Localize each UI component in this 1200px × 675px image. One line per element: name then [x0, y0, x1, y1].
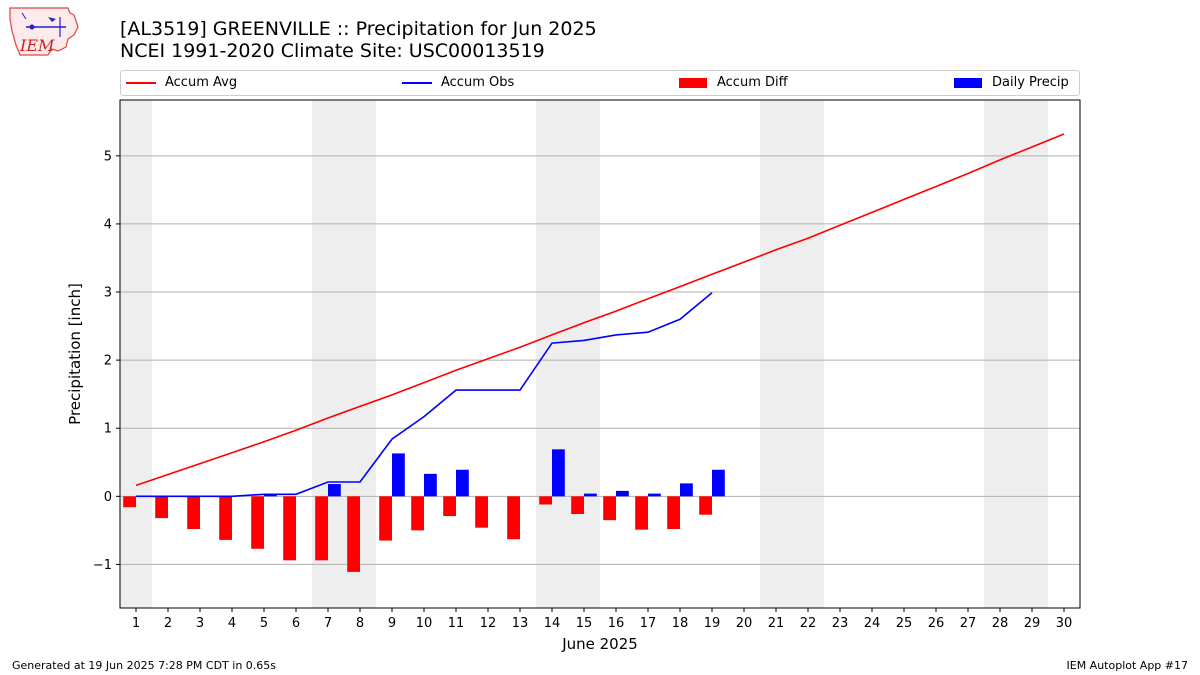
accum-diff-bar: [187, 496, 200, 530]
legend-item-daily-precip: Daily Precip: [954, 74, 1069, 92]
x-tick-label: 4: [228, 616, 236, 631]
x-tick-label: 13: [512, 616, 529, 631]
y-tick-label: 1: [104, 422, 112, 437]
daily-precip-bar: [712, 469, 725, 497]
plot-frame: [119, 99, 1081, 609]
daily-precip-bar: [424, 473, 437, 497]
accum-diff-bar: [475, 496, 488, 528]
y-tick-label: −1: [93, 558, 112, 573]
x-tick-label: 5: [260, 616, 268, 631]
accum-diff-bar: [699, 496, 712, 515]
daily-precip-bar: [552, 449, 565, 497]
x-tick-label: 29: [1024, 616, 1041, 631]
chart-subtitle: NCEI 1991-2020 Climate Site: USC00013519: [120, 40, 545, 62]
accum-diff-bar: [507, 496, 520, 540]
legend-swatch-accum-avg: [126, 81, 156, 84]
x-tick-label: 17: [640, 616, 657, 631]
legend: Accum Avg Accum Obs Accum Diff Daily Pre…: [120, 70, 1080, 96]
x-tick-label: 3: [196, 616, 204, 631]
legend-item-accum-avg: Accum Avg: [126, 74, 237, 92]
daily-precip-bar: [616, 490, 629, 497]
x-tick-label: 1: [132, 616, 140, 631]
accum-obs-line: [136, 292, 713, 498]
chart-title: [AL3519] GREENVILLE :: Precipitation for…: [120, 18, 597, 40]
legend-item-accum-obs: Accum Obs: [402, 74, 514, 92]
x-tick-label: 25: [896, 616, 913, 631]
legend-label-daily-precip: Daily Precip: [992, 75, 1069, 90]
daily-precip-bar: [392, 453, 405, 497]
daily-precip-bar: [648, 493, 661, 497]
y-tick-label: 5: [104, 149, 112, 164]
daily-precip-bar: [456, 469, 469, 497]
x-tick-label: 11: [448, 616, 465, 631]
x-tick-label: 16: [608, 616, 625, 631]
x-tick-label: 14: [544, 616, 561, 631]
accum-diff-bar: [251, 496, 264, 549]
legend-item-accum-diff: Accum Diff: [679, 74, 788, 92]
legend-label-accum-obs: Accum Obs: [441, 75, 515, 90]
footer-app-text: IEM Autoplot App #17: [1066, 659, 1189, 672]
daily-precip-bar: [680, 483, 693, 497]
accum-diff-bar: [219, 496, 232, 540]
y-tick-label: 4: [104, 217, 112, 232]
x-tick-label: 22: [800, 616, 817, 631]
iem-logo: IEM: [9, 7, 79, 56]
legend-swatch-accum-obs: [402, 81, 432, 84]
y-tick-label: 2: [104, 354, 112, 369]
accum-diff-bar: [443, 496, 456, 517]
logo-text: IEM: [19, 36, 55, 55]
accum-diff-bar: [571, 496, 584, 515]
accum-diff-bar: [411, 496, 424, 531]
x-tick-label: 2: [164, 616, 172, 631]
accum-diff-bar: [283, 496, 296, 561]
x-tick-label: 6: [292, 616, 300, 631]
x-tick-label: 23: [832, 616, 849, 631]
accum-diff-bar: [315, 496, 328, 561]
x-tick-label: 27: [960, 616, 977, 631]
accum-diff-bar: [603, 496, 616, 521]
weekend-band: [760, 100, 824, 608]
legend-label-accum-diff: Accum Diff: [717, 75, 788, 90]
accum-diff-bar: [667, 496, 680, 530]
x-tick-label: 20: [736, 616, 753, 631]
legend-swatch-daily-precip: [954, 77, 982, 88]
daily-precip-bar: [584, 493, 597, 497]
x-tick-label: 30: [1056, 616, 1073, 631]
daily-precip-bar: [264, 494, 277, 497]
y-axis-label: Precipitation [inch]: [66, 283, 84, 425]
accum-diff-bar: [539, 496, 552, 505]
accum-diff-bar: [155, 496, 168, 519]
x-tick-label: 7: [324, 616, 332, 631]
x-axis-label: June 2025: [561, 635, 638, 653]
weekend-band: [984, 100, 1048, 608]
x-tick-label: 10: [416, 616, 433, 631]
x-tick-label: 19: [704, 616, 721, 631]
y-tick-label: 0: [104, 490, 112, 505]
weekend-band: [536, 100, 600, 608]
footer-generated-text: Generated at 19 Jun 2025 7:28 PM CDT in …: [12, 659, 277, 672]
accum-diff-bar: [347, 496, 360, 572]
x-tick-label: 15: [576, 616, 593, 631]
y-tick-label: 3: [104, 286, 112, 301]
weekend-band: [120, 100, 152, 608]
x-tick-label: 21: [768, 616, 785, 631]
x-tick-label: 18: [672, 616, 689, 631]
x-tick-label: 8: [356, 616, 364, 631]
legend-swatch-accum-diff: [679, 77, 707, 88]
daily-precip-bar: [328, 484, 341, 497]
x-tick-label: 24: [864, 616, 881, 631]
x-tick-label: 12: [480, 616, 497, 631]
accum-diff-bar: [379, 496, 392, 541]
x-tick-label: 26: [928, 616, 945, 631]
accum-diff-bar: [635, 496, 648, 530]
x-tick-label: 9: [388, 616, 396, 631]
accum-avg-line: [135, 133, 1065, 487]
x-tick-label: 28: [992, 616, 1009, 631]
legend-label-accum-avg: Accum Avg: [165, 75, 238, 90]
accum-diff-bar: [123, 496, 136, 508]
